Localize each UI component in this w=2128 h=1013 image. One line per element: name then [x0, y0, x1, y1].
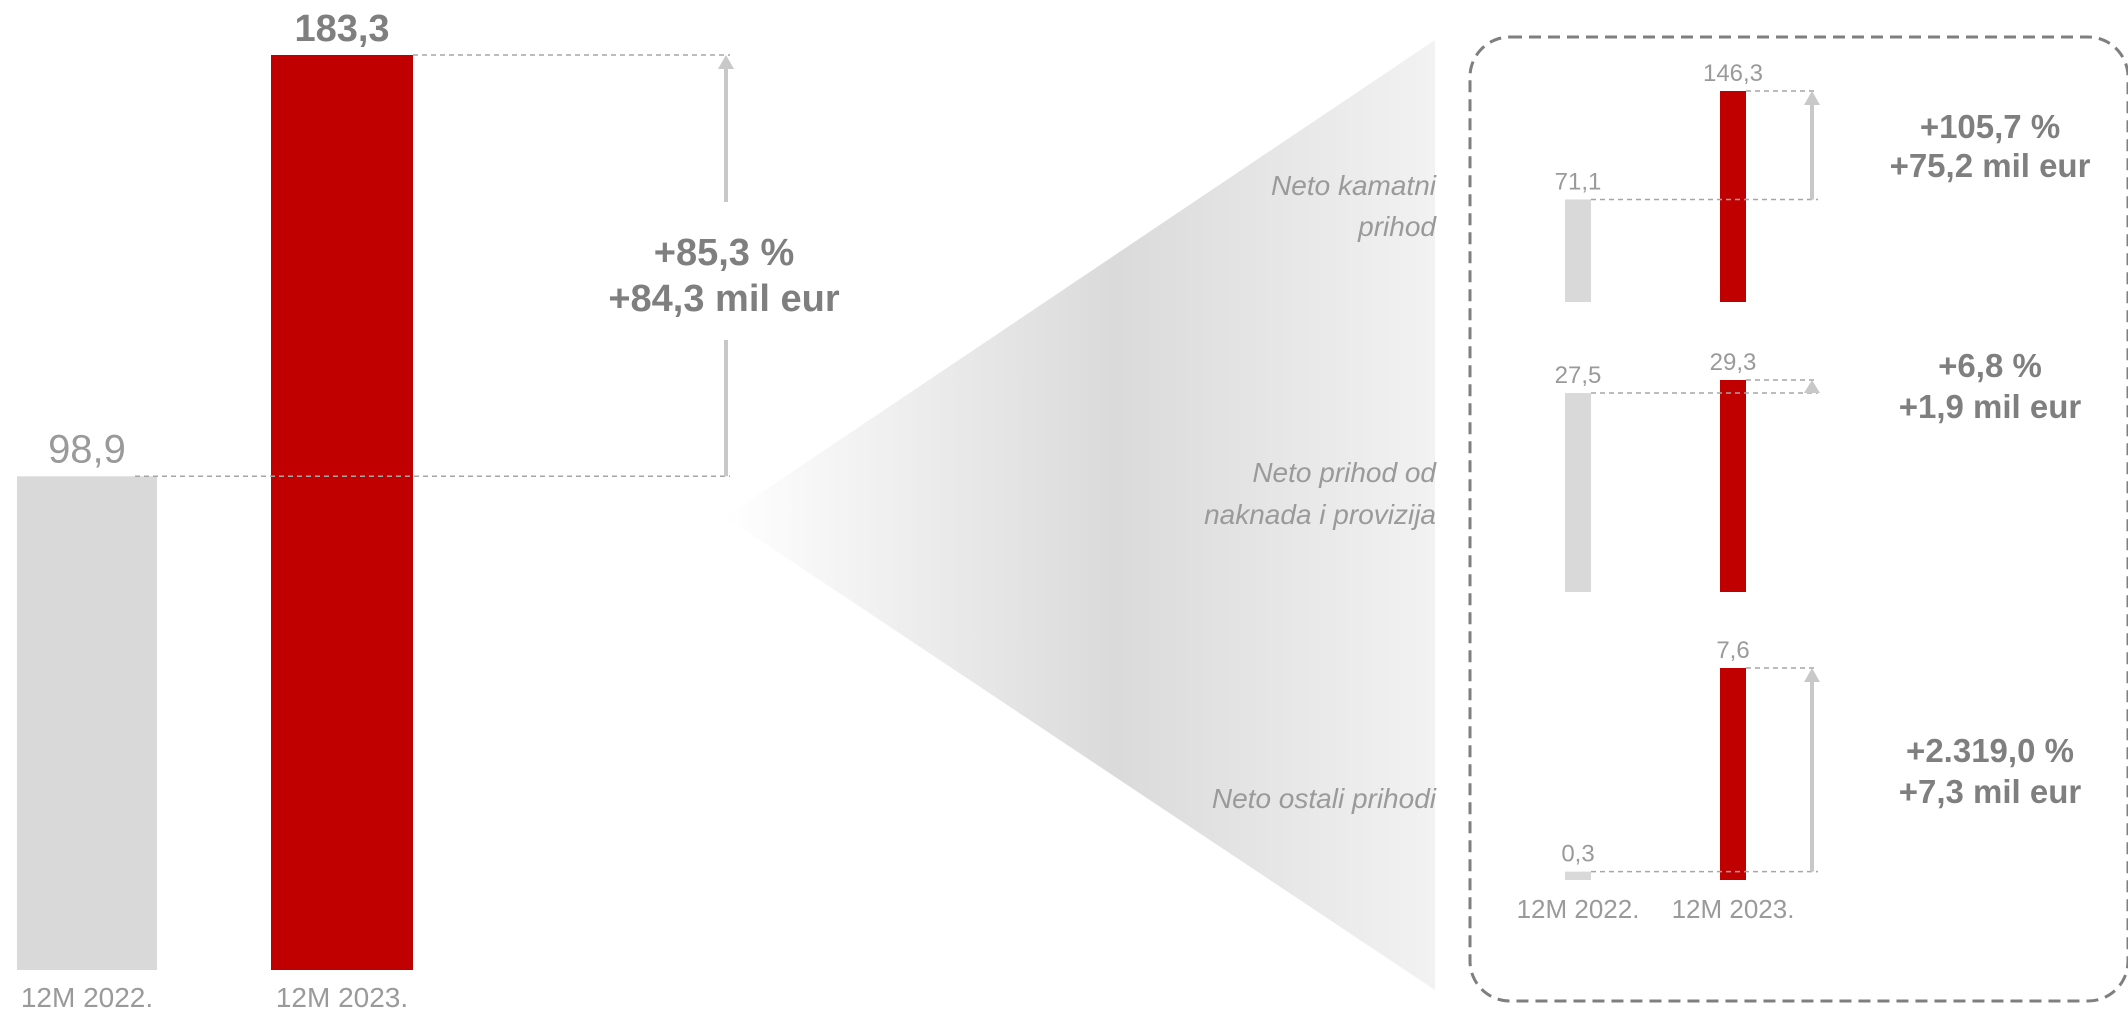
- main-change-arrow-head: [718, 55, 734, 69]
- detail-panel-frame: [1468, 35, 2128, 1003]
- main-category-label-2: 12M 2023.: [276, 982, 408, 1013]
- detail-change-arrow-3: [1804, 668, 1820, 872]
- detail-bar-2022-2: [1565, 393, 1591, 592]
- detail-value-label-2023-3: 7,6: [1716, 637, 1749, 664]
- detail-value-label-2022-1: 71,1: [1555, 168, 1602, 195]
- detail-bar-2022-3: [1565, 871, 1591, 880]
- detail-change-percent-3: +2.319,0 %: [1906, 732, 2074, 769]
- detail-category-label-2022: 12M 2022.: [1517, 894, 1640, 924]
- detail-change-percent-2: +6,8 %: [1938, 347, 2042, 384]
- detail-value-label-2023-2: 29,3: [1710, 349, 1757, 376]
- main-change-arrow: [718, 55, 734, 477]
- detail-category-label-2023: 12M 2023.: [1672, 894, 1795, 924]
- main-change-amount: +84,3 mil eur: [608, 278, 840, 320]
- detail-change-amount-3: +7,3 mil eur: [1899, 773, 2082, 810]
- detail-bar-2023-2: [1720, 380, 1746, 592]
- detail-chart-3: 0,3 7,6 +2.319,0 % +7,3 mil eur Neto ostali …: [1212, 637, 2082, 880]
- detail-change-arrow-3-head: [1804, 668, 1820, 682]
- zoom-connector-shape: [725, 40, 1435, 990]
- detail-title-3-line-1: Neto ostali prihodi: [1212, 783, 1437, 814]
- main-category-label-1: 12M 2022.: [21, 982, 153, 1013]
- main-change-percent: +85,3 %: [654, 232, 795, 274]
- detail-bar-2023-3: [1720, 668, 1746, 880]
- main-value-label-2: 183,3: [294, 8, 389, 50]
- detail-chart-2: 27,5 29,3 +6,8 % +1,9 mil eur Neto prihod od…: [1204, 347, 2081, 592]
- detail-title-1-line-1: Neto kamatni: [1271, 170, 1437, 201]
- detail-value-label-2022-3: 0,3: [1561, 841, 1594, 868]
- detail-title-1-line-2: prihod: [1357, 211, 1437, 242]
- detail-title-2-line-2: naknada i provizija: [1204, 499, 1436, 530]
- detail-title-2-line-1: Neto prihod od: [1252, 457, 1437, 488]
- detail-change-arrow-2: [1804, 380, 1820, 394]
- detail-change-arrow-2-head: [1804, 380, 1820, 394]
- detail-value-label-2023-1: 146,3: [1703, 60, 1763, 87]
- detail-change-arrow-1: [1804, 91, 1820, 200]
- detail-change-percent-1: +105,7 %: [1920, 108, 2060, 145]
- main-bar-1: [17, 476, 157, 970]
- detail-bar-2022-1: [1565, 199, 1591, 302]
- detail-chart-1: 71,1 146,3 +105,7 %+75,2 mil eur Neto kamat…: [1271, 60, 2091, 302]
- detail-change-arrow-1-head: [1804, 91, 1820, 105]
- detail-change-amount-2: +1,9 mil eur: [1899, 388, 2082, 425]
- main-value-label-1: 98,9: [48, 427, 126, 471]
- main-bar-2: [271, 55, 413, 970]
- detail-value-label-2022-2: 27,5: [1555, 362, 1602, 389]
- detail-change-amount-1: +75,2 mil eur: [1890, 147, 2091, 184]
- detail-bar-2023-1: [1720, 91, 1746, 302]
